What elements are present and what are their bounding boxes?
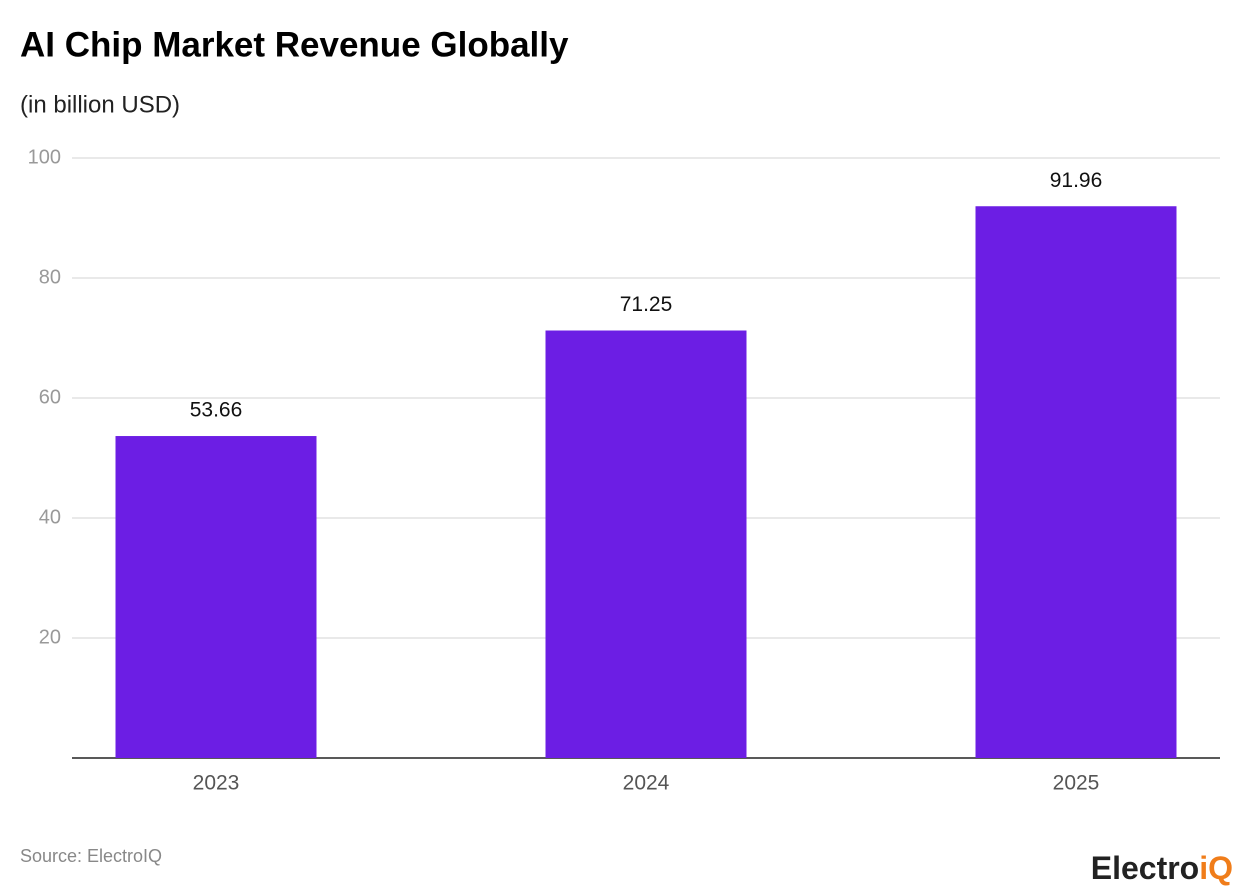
- y-tick-label: 100: [28, 146, 61, 168]
- y-tick-label: 40: [39, 506, 61, 528]
- logo-accent: iQ: [1199, 850, 1233, 886]
- x-tick-label: 2024: [623, 772, 670, 795]
- logo-main: Electro: [1091, 850, 1199, 886]
- logo: ElectroiQ: [1091, 850, 1233, 886]
- bar: [545, 330, 747, 758]
- chart-subtitle: (in billion USD): [20, 91, 180, 118]
- y-tick-label: 20: [39, 626, 61, 648]
- value-label: 71.25: [620, 293, 673, 316]
- bar: [975, 206, 1177, 759]
- x-tick-label: 2023: [193, 772, 240, 795]
- x-tick-label: 2025: [1053, 772, 1100, 795]
- y-tick-label: 60: [39, 386, 61, 408]
- value-label: 53.66: [190, 399, 243, 422]
- logo-text: ElectroiQ: [1091, 850, 1233, 886]
- y-tick-label: 80: [39, 266, 61, 288]
- source: Source: ElectroIQ: [20, 846, 162, 866]
- chart-title: AI Chip Market Revenue Globally: [20, 25, 569, 64]
- bar: [115, 436, 317, 758]
- value-label: 91.96: [1050, 169, 1103, 192]
